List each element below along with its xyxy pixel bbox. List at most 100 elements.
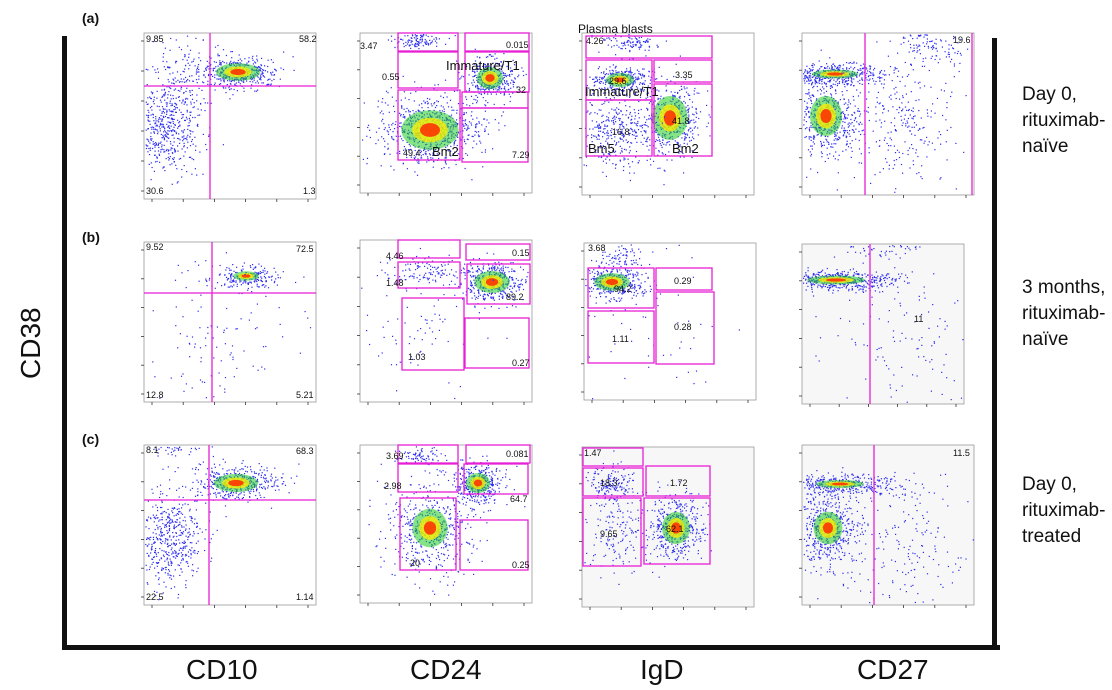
event-dot xyxy=(827,101,829,103)
event-dot xyxy=(635,135,637,137)
event-dot xyxy=(169,156,171,158)
event-dot xyxy=(239,76,241,78)
event-dot xyxy=(423,110,425,112)
event-dot xyxy=(369,136,371,139)
event-dot xyxy=(866,98,868,100)
event-dot xyxy=(489,75,491,77)
event-dot xyxy=(604,83,607,85)
event-dot xyxy=(948,44,950,46)
event-dot xyxy=(604,79,606,81)
event-dot xyxy=(877,91,879,93)
event-dot xyxy=(256,274,258,276)
event-dot xyxy=(367,124,370,126)
event-dot xyxy=(199,114,201,116)
event-dot xyxy=(904,37,906,39)
event-dot xyxy=(493,89,495,91)
event-dot xyxy=(613,97,615,99)
event-dot xyxy=(473,75,475,77)
event-dot xyxy=(197,66,199,68)
event-dot xyxy=(404,131,406,133)
event-dot xyxy=(414,159,416,161)
event-dot xyxy=(242,68,244,70)
event-dot xyxy=(913,47,915,49)
event-dot xyxy=(430,41,432,44)
event-dot xyxy=(410,126,412,128)
event-dot xyxy=(220,63,222,65)
event-dot xyxy=(476,79,478,81)
event-dot xyxy=(484,66,486,68)
event-dot xyxy=(432,157,434,159)
event-dot xyxy=(850,66,852,68)
event-dot xyxy=(660,144,662,146)
event-dot xyxy=(844,74,846,76)
event-dot xyxy=(246,80,248,82)
event-dot xyxy=(667,122,669,124)
event-dot xyxy=(474,130,476,132)
event-dot xyxy=(229,64,231,66)
event-dot xyxy=(830,69,832,71)
event-dot xyxy=(879,139,881,142)
event-dot xyxy=(187,125,189,127)
event-dot xyxy=(421,40,423,42)
event-dot xyxy=(196,69,198,71)
event-dot xyxy=(171,130,173,132)
event-dot xyxy=(820,151,823,153)
event-dot xyxy=(861,72,863,74)
event-dot xyxy=(946,159,948,161)
event-dot xyxy=(244,279,246,281)
event-dot xyxy=(422,122,425,124)
event-dot xyxy=(484,70,486,72)
event-dot xyxy=(230,269,232,271)
event-dot xyxy=(506,74,508,76)
event-dot xyxy=(819,77,821,80)
event-dot xyxy=(810,136,812,138)
event-dot xyxy=(200,60,202,62)
event-dot xyxy=(496,79,498,81)
event-dot xyxy=(612,70,614,72)
event-dot xyxy=(631,57,633,59)
event-dot xyxy=(402,163,404,165)
event-dot xyxy=(664,153,667,156)
event-dot xyxy=(679,144,681,146)
event-dot xyxy=(826,125,828,127)
event-dot xyxy=(183,71,185,73)
event-dot xyxy=(603,102,605,105)
event-dot xyxy=(839,115,841,117)
event-dot xyxy=(845,80,847,82)
event-dot xyxy=(486,119,488,121)
event-dot xyxy=(416,43,418,45)
event-dot xyxy=(183,145,185,147)
event-dot xyxy=(621,42,623,44)
event-dot xyxy=(198,71,200,73)
event-dot xyxy=(820,126,822,128)
event-dot xyxy=(807,149,810,151)
event-dot xyxy=(672,115,674,117)
event-dot xyxy=(425,43,427,45)
event-dot xyxy=(865,77,867,79)
event-dot xyxy=(924,140,926,142)
event-dot xyxy=(879,80,881,82)
event-dot xyxy=(928,141,930,143)
event-dot xyxy=(484,85,486,87)
event-dot xyxy=(240,75,243,77)
event-dot xyxy=(150,97,152,99)
event-dot xyxy=(445,116,447,119)
event-dot xyxy=(180,78,182,80)
event-dot xyxy=(806,72,808,74)
event-dot xyxy=(950,126,952,129)
event-dot xyxy=(496,69,499,71)
event-dot xyxy=(166,105,168,108)
event-dot xyxy=(842,94,844,96)
event-dot xyxy=(634,37,636,39)
event-dot xyxy=(594,81,596,83)
event-dot xyxy=(810,125,812,127)
event-dot xyxy=(855,117,857,119)
gate-box xyxy=(464,32,530,52)
event-dot xyxy=(823,125,825,127)
event-dot xyxy=(859,68,861,70)
event-dot xyxy=(664,116,666,118)
event-dot xyxy=(256,278,258,281)
event-dot xyxy=(868,152,870,154)
event-dot xyxy=(170,37,172,40)
event-dot xyxy=(227,277,229,280)
